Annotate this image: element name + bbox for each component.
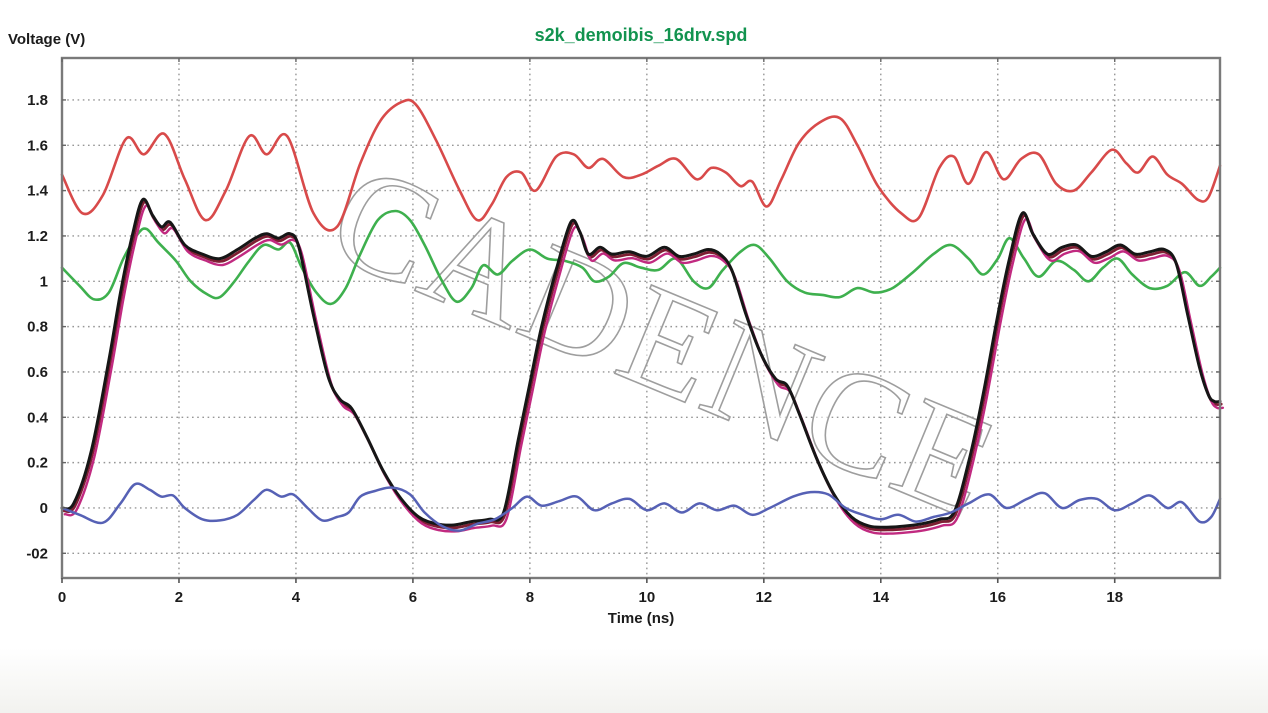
x-tick-label: 4 [292,589,301,606]
y-tick-label: 0.2 [27,455,48,472]
y-tick-label: 0.6 [27,364,48,381]
x-tick-label: 16 [989,589,1006,606]
plot-border [60,56,1222,580]
tick-marks [61,58,1220,583]
bottom-band [0,648,1268,713]
signal-bundle-black-trace [60,197,1222,529]
y-tick-label: 0.4 [27,409,49,426]
x-axis-title: Time (ns) [607,610,675,627]
grid-lines [62,58,1220,578]
y-tick-label: 1.2 [27,228,48,245]
x-tick-label: 18 [1106,589,1123,606]
waveform-traces [60,98,1225,535]
y-tick-label: 0 [40,500,48,517]
x-tick-label: 8 [526,589,534,606]
signal-shadow-darkred-trace [61,200,1223,532]
y-tick-label: 1.6 [27,137,48,154]
y-tick-label: 1.8 [27,92,48,109]
reference-net-green-trace [60,209,1222,306]
signal-shadow-magenta-trace [63,204,1225,535]
y-tick-label: 1.4 [27,183,49,200]
x-tick-label: 2 [175,589,183,606]
x-tick-label: 12 [755,589,772,606]
y-tick-label: 0.8 [27,319,48,336]
chart-title: s2k_demoibis_16drv.spd [534,25,748,45]
x-tick-label: 0 [58,589,66,606]
vdd-rail-red-trace [60,98,1222,232]
y-tick-label: 1 [40,273,48,290]
y-tick-label: -02 [26,545,48,562]
x-tick-label: 14 [872,589,889,606]
x-tick-label: 6 [409,589,417,606]
cadence-watermark: CADENCE [310,132,1019,550]
gnd-rail-blue-trace [60,482,1222,532]
y-axis-title: Voltage (V) [8,31,86,48]
x-tick-label: 10 [639,589,656,606]
